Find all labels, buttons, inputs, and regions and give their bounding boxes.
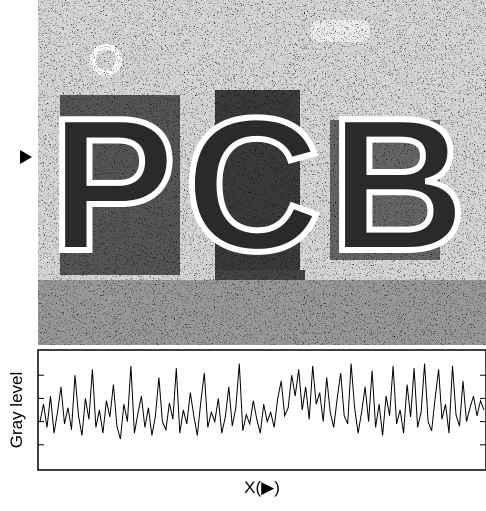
plot-frame — [37, 349, 486, 471]
image-annotation: PCB — [49, 79, 474, 291]
y-axis-label: Gray level — [7, 372, 26, 449]
gray-level-line — [39, 363, 485, 440]
pcb-image: PCB — [20, 0, 486, 345]
x-axis-label: X(▶) — [244, 478, 280, 497]
